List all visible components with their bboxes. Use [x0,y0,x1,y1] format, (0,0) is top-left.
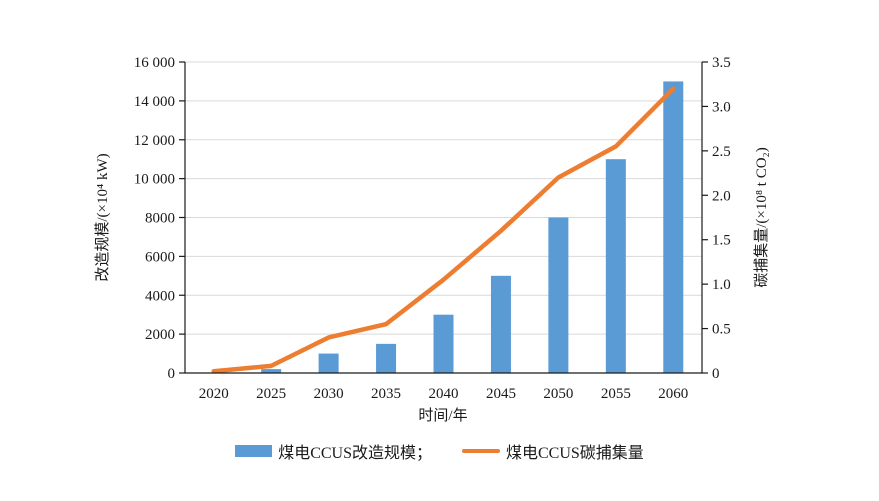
x-axis-tick-label: 2045 [486,386,516,402]
x-axis-tick-label: 2055 [601,386,631,402]
left-axis-tick-label: 2000 [145,327,175,343]
legend-item-retrofit-scale: 煤电CCUS改造规模； [235,439,432,463]
gridlines [185,61,702,335]
bar-2050 [548,217,569,373]
x-axis-tick-label: 2035 [371,386,401,402]
legend-label-retrofit-scale: 煤电CCUS改造规模； [278,445,432,462]
bar-2045 [490,275,511,373]
right-axis-tick-label: 1.0 [712,277,731,293]
axes [179,61,708,374]
bar-2060 [663,81,684,373]
right-axis-tick-label: 0.5 [712,322,731,338]
right-axis-tick-label: 0 [712,366,720,382]
left-axis-title: 改造规模/(×10⁴ kW) [94,153,111,281]
legend: 煤电CCUS改造规模； 煤电CCUS碳捕集量 [0,438,879,464]
left-axis-tick-label: 6000 [145,249,175,265]
bar-series [261,81,684,373]
x-axis-tick-label: 2060 [658,386,688,402]
left-axis-tick-label: 4000 [145,288,175,304]
left-axis-tick-label: 8000 [145,211,175,227]
right-axis-title: 碳捕集量/(×10⁸ t CO₂) [753,147,770,288]
x-axis-labels: 2020 2025 2030 2035 2040 2045 2050 2055 2060 [199,386,689,402]
line-series [211,86,676,374]
bar-2030 [318,353,339,373]
legend-item-capture-amount: 煤电CCUS碳捕集量 [462,439,644,463]
x-axis-tick-label: 2020 [199,386,229,402]
bar-2035 [376,343,397,373]
right-axis-tick-label: 3.0 [712,99,731,115]
bar-swatch [235,445,273,457]
legend-label-capture-amount: 煤电CCUS碳捕集量 [506,445,644,462]
bar-2040 [433,314,454,373]
capture-amount-line [211,86,676,374]
x-axis-tick-label: 2040 [429,386,459,402]
left-axis-tick-label: 10 000 [134,172,175,188]
right-axis-tick-label: 3.5 [712,55,731,71]
right-axis-tick-label: 1.5 [712,233,731,249]
left-axis-tick-label: 0 [168,366,176,382]
x-axis-tick-label: 2025 [256,386,286,402]
right-axis-tick-label: 2.5 [712,144,731,160]
x-axis-tick-label: 2030 [314,386,344,402]
tick-labels: 0 2000 4000 6000 8000 10 000 12 000 14 000 16 00… [134,55,731,382]
bar-2055 [605,159,626,373]
left-axis-tick-label: 12 000 [134,133,175,149]
left-axis-tick-label: 16 000 [134,55,175,71]
x-axis-tick-label: 2050 [543,386,573,402]
right-axis-tick-label: 2.0 [712,188,731,204]
bar-2025 [261,369,282,373]
left-axis-tick-label: 14 000 [134,94,175,110]
line-swatch [462,449,500,453]
x-axis-title: 时间/年 [418,407,467,424]
